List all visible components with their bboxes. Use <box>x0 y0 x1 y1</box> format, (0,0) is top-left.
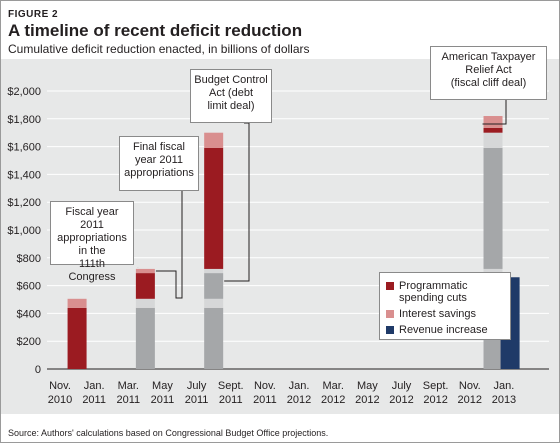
x-tick-label: Sept. 2011 <box>218 380 244 406</box>
x-tick-label: Nov. 2011 <box>253 380 277 406</box>
bar-segment-interest <box>483 116 503 128</box>
bar-segment-programmatic <box>135 273 155 299</box>
figure-header: FIGURE 2 A timeline of recent deficit re… <box>1 1 559 59</box>
bar-segment-prior <box>204 273 224 299</box>
y-tick-label: $1,200 <box>7 197 41 209</box>
leader-line-budget-control-act <box>224 122 250 282</box>
legend-label-revenue: Revenue increase <box>399 324 488 336</box>
x-tick-label: Jan. 2011 <box>82 380 106 406</box>
y-tick-label: $2,000 <box>7 86 41 98</box>
legend-item-interest: Interest savings <box>386 308 476 320</box>
leader-line-taxpayer-relief-act <box>482 100 507 125</box>
x-tick-label: May 2012 <box>355 380 379 406</box>
bar-segment-interest <box>135 268 155 274</box>
legend-item-programmatic: Programmatic spending cuts <box>386 280 467 304</box>
x-tick-label: Nov. 2010 <box>48 380 72 406</box>
x-tick-label: July 2012 <box>389 380 413 406</box>
y-tick-label: $600 <box>17 281 41 293</box>
annotation-american-taxpayer-relief-act: American Taxpayer Relief Act (fiscal cli… <box>430 46 547 100</box>
bar-segment-prior_interest <box>483 132 503 148</box>
bar-segment-prior_interest <box>483 268 503 274</box>
x-tick-label: Mar. 2011 <box>116 380 140 406</box>
y-tick-labels: 0 $200 $400 $600 $800 $1,000 $1,200 $1,400 $1,60… <box>7 86 41 376</box>
annotation-final-fy2011-appropriations: Final fiscal year 2011 appropriations <box>119 136 199 191</box>
y-tick-label: $1,600 <box>7 142 41 154</box>
bar-segment-prior <box>483 147 503 269</box>
x-tick-label: Sept. 2012 <box>423 380 449 406</box>
x-tick-label: Jan. 2012 <box>287 380 311 406</box>
x-tick-label: July 2011 <box>185 380 209 406</box>
bar-segment-prior <box>204 307 224 369</box>
y-tick-label: 0 <box>35 364 41 376</box>
bar-segment-prior_interest <box>204 268 224 274</box>
source-note: Source: Authors' calculations based on C… <box>8 428 329 438</box>
x-tick-label: Nov. 2012 <box>458 380 482 406</box>
y-tick-label: $1,800 <box>7 114 41 126</box>
legend-swatch-revenue <box>386 326 394 334</box>
y-tick-label: $1,000 <box>7 225 41 237</box>
x-tick-label: Mar. 2012 <box>321 380 345 406</box>
legend-swatch-interest <box>386 310 394 318</box>
legend-label-programmatic: Programmatic spending cuts <box>399 280 468 304</box>
y-tick-label: $1,400 <box>7 169 41 181</box>
bar-segment-programmatic <box>67 307 87 369</box>
figure-label: FIGURE 2 <box>8 9 59 20</box>
bar-segment-interest <box>204 132 224 148</box>
bar-segment-prior_interest <box>204 298 224 308</box>
y-tick-label: $400 <box>17 308 41 320</box>
bar-segment-interest <box>67 298 87 308</box>
chart-title: A timeline of recent deficit reduction <box>8 21 303 40</box>
leader-line-final-fy2011 <box>155 191 183 299</box>
x-tick-label: May 2011 <box>151 380 175 406</box>
bar-segment-prior_interest <box>135 298 155 308</box>
chart-legend: Programmatic spending cuts Interest savi… <box>379 272 511 340</box>
callout-leaders <box>137 100 507 299</box>
x-tick-labels: Nov. 2010 Jan. 2011 Mar. 2011 May 2011 July 2011 S… <box>48 380 516 406</box>
y-tick-label: $200 <box>17 336 41 348</box>
y-tick-label: $800 <box>17 253 41 265</box>
x-tick-label: Jan. 2013 <box>492 380 516 406</box>
legend-label-interest: Interest savings <box>399 308 477 320</box>
annotation-budget-control-act: Budget Control Act (debt limit deal) <box>190 69 272 123</box>
legend-item-revenue: Revenue increase <box>386 324 488 336</box>
legend-swatch-programmatic <box>386 282 394 290</box>
chart-subtitle: Cumulative deficit reduction enacted, in… <box>8 42 310 56</box>
bar-segment-programmatic <box>204 147 224 269</box>
bar-segment-programmatic <box>483 127 503 133</box>
annotation-fy2011-111th-congress: Fiscal year 2011 appropriations in the 1… <box>50 201 134 283</box>
bar-segment-prior <box>135 307 155 369</box>
